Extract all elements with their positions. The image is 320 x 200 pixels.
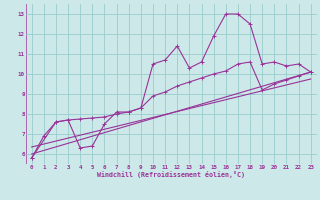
X-axis label: Windchill (Refroidissement éolien,°C): Windchill (Refroidissement éolien,°C) — [97, 171, 245, 178]
